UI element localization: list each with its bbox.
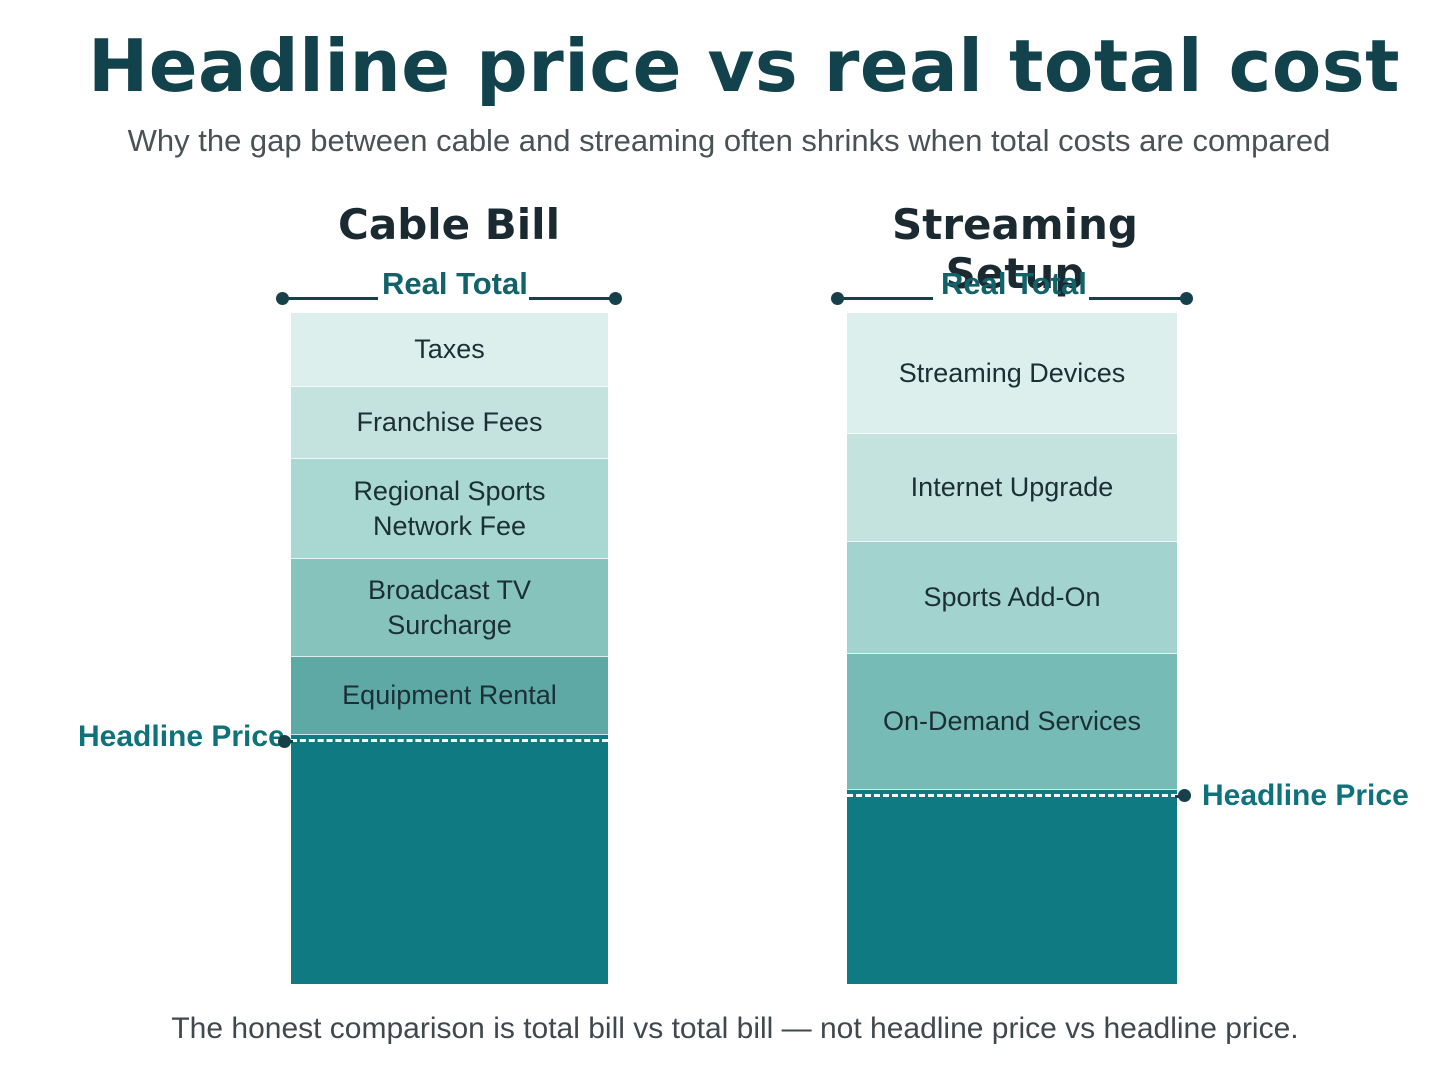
cable-cost-stack: Taxes Franchise Fees Regional Sports Net… [291, 313, 608, 984]
footer-note: The honest comparison is total bill vs t… [171, 1012, 1299, 1045]
streaming-column-title: Streaming Setup [892, 200, 1138, 298]
streaming-headline-divider [847, 794, 1177, 797]
streaming-segment-streaming-devices: Streaming Devices [847, 313, 1177, 434]
streaming-headline-price-label: Headline Price [1202, 779, 1409, 812]
streaming-cost-stack: Streaming Devices Internet Upgrade Sport… [847, 313, 1177, 984]
streaming-segment-sports-add-on: Sports Add-On [847, 542, 1177, 654]
streaming-segment-on-demand-services: On-Demand Services [847, 654, 1177, 790]
cable-real-total-bracket: Real Total [276, 266, 622, 313]
bracket-right-dot [609, 292, 622, 305]
cable-segment-taxes: Taxes [291, 313, 608, 387]
cable-real-total-label: Real Total [382, 266, 528, 301]
bracket-left-line [282, 297, 378, 300]
cable-headline-price-connector [285, 740, 293, 743]
cable-headline-price-label: Headline Price [78, 720, 285, 753]
streaming-real-total-label: Real Total [941, 266, 1087, 301]
bracket-right-line [529, 297, 615, 300]
cable-segment-regional-sports-network-fee: Regional Sports Network Fee [291, 459, 608, 559]
bracket-right-dot [1180, 292, 1193, 305]
cable-segment-franchise-fees: Franchise Fees [291, 387, 608, 459]
streaming-segment-internet-upgrade: Internet Upgrade [847, 434, 1177, 542]
page-subtitle: Why the gap between cable and streaming … [127, 123, 1331, 158]
cable-column-title: Cable Bill [338, 200, 560, 249]
cable-segment-equipment-rental: Equipment Rental [291, 657, 608, 735]
cable-headline-price-dot [278, 735, 291, 748]
streaming-headline-price-dot [1178, 789, 1191, 802]
cable-headline-divider [291, 739, 608, 742]
cable-segment-broadcast-tv-surcharge: Broadcast TV Surcharge [291, 559, 608, 657]
bracket-left-line [837, 297, 933, 300]
bracket-right-line [1089, 297, 1187, 300]
streaming-headline-price-block [847, 790, 1177, 984]
cable-headline-price-block [291, 735, 608, 984]
page-title: Headline price vs real total cost [87, 24, 1401, 108]
streaming-real-total-bracket: Real Total [831, 266, 1195, 313]
